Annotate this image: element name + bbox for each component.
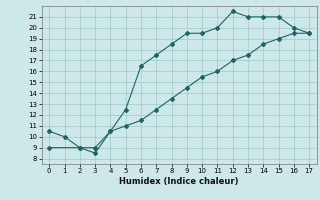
X-axis label: Humidex (Indice chaleur): Humidex (Indice chaleur) [119, 177, 239, 186]
